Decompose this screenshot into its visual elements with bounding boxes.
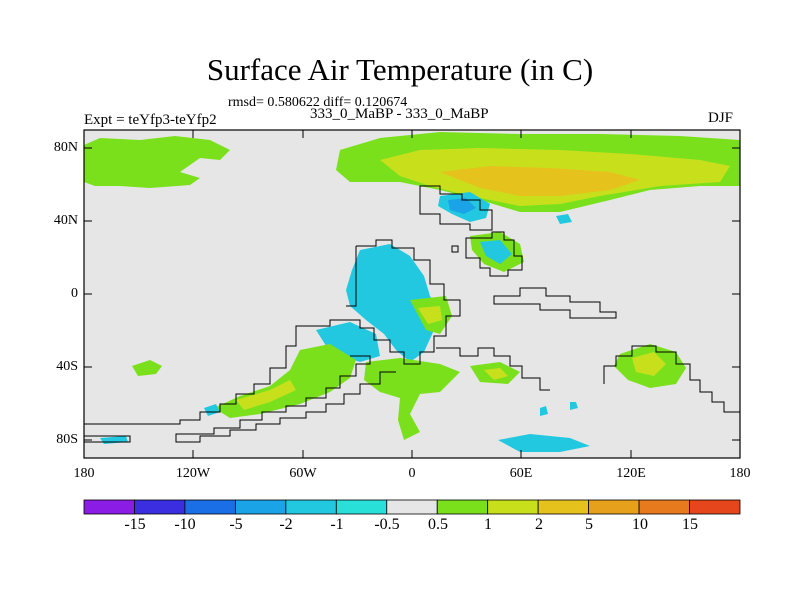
- colorbar-label: -15: [124, 516, 146, 533]
- colorbar-label: 10: [632, 516, 648, 533]
- colorbar-label: 2: [535, 516, 543, 533]
- continent-a-outline: [419, 185, 493, 231]
- x-tick-60e: 60E: [509, 466, 533, 481]
- continent-b-outline: [465, 231, 523, 277]
- x-tick-180e: 180: [729, 466, 751, 481]
- colorbar-swatch: [588, 499, 640, 515]
- colorbar-swatch: [285, 499, 337, 515]
- colorbar-label: -2: [279, 516, 293, 533]
- colorbar-label: 1: [484, 516, 492, 533]
- anomaly-fields: [84, 132, 740, 452]
- continent-g-outline: [436, 347, 550, 391]
- continent-j-outline: [451, 245, 459, 253]
- tropical-cold-region: [346, 244, 440, 362]
- colorbar-swatch: [234, 499, 287, 515]
- australia-yellow: [632, 352, 666, 376]
- south-atlantic-warm: [364, 358, 460, 440]
- colorbar-swatch: [83, 499, 135, 515]
- colorbar-swatch: [638, 499, 690, 515]
- colorbar-swatch: [184, 499, 236, 515]
- northern-cold-core: [448, 198, 476, 214]
- map-title: Surface Air Temperature (in C): [206, 52, 594, 87]
- colorbar-label: 15: [682, 516, 698, 533]
- south-indian-cold: [540, 402, 578, 416]
- continent-d-outline: [346, 246, 357, 307]
- eastern-cold-patch: [556, 214, 572, 224]
- x-tick-60w: 60W: [289, 466, 317, 481]
- continent-e-outline: [493, 287, 617, 319]
- colorbar-label: 0.5: [428, 516, 448, 533]
- colorbar-label: -0.5: [374, 516, 400, 533]
- colorbar-swatch: [436, 499, 489, 515]
- antarctic-cold-patch: [498, 434, 590, 452]
- x-tick-120e: 120E: [616, 466, 646, 481]
- axis-ticks: [84, 130, 740, 458]
- south-africa-yellow: [484, 368, 508, 380]
- continent-h-outline: [603, 345, 740, 413]
- continent-f-outline: [175, 355, 396, 443]
- colorbar-swatch: [537, 499, 590, 515]
- x-tick-120w: 120W: [175, 466, 211, 481]
- season-label: DJF: [708, 110, 734, 126]
- y-tick-80s: 80S: [56, 432, 78, 447]
- y-tick-40s: 40S: [56, 359, 78, 374]
- y-tick-0: 0: [71, 286, 78, 301]
- y-tick-80n: 80N: [53, 140, 78, 155]
- colorbar-label: -1: [330, 516, 344, 533]
- continent-i-outline: [84, 435, 131, 443]
- east-pacific-cold: [204, 404, 220, 416]
- colorbar-label: 5: [585, 516, 593, 533]
- colorbar-swatch: [689, 499, 741, 515]
- south-america-yellow: [236, 380, 296, 410]
- colorbar: [83, 499, 741, 515]
- experiment-label: Expt = teYfp3-teYfp2: [84, 112, 217, 128]
- west-ocean-warm: [132, 360, 162, 376]
- y-tick-40n: 40N: [53, 213, 78, 228]
- rmsd-diff-label: rmsd= 0.580622 diff= 0.120674: [228, 95, 408, 110]
- tropical-yellow: [418, 306, 442, 324]
- mid-lat-cold: [480, 240, 512, 264]
- case-label: 333_0_MaBP - 333_0_MaBP: [310, 106, 489, 122]
- colorbar-label: -10: [174, 516, 196, 533]
- siberia-orange-core: [440, 166, 640, 196]
- colorbar-swatch: [134, 499, 186, 515]
- colorbar-swatch: [335, 499, 388, 515]
- colorbar-label: -5: [229, 516, 243, 533]
- x-tick-180w: 180: [73, 466, 95, 481]
- x-tick-0: 0: [408, 466, 416, 481]
- colorbar-swatch: [386, 499, 438, 515]
- continent-c-outline: [84, 239, 461, 425]
- colorbar-swatch: [487, 499, 539, 515]
- continent-outlines: [84, 185, 740, 443]
- arctic-warm-band: [84, 136, 230, 188]
